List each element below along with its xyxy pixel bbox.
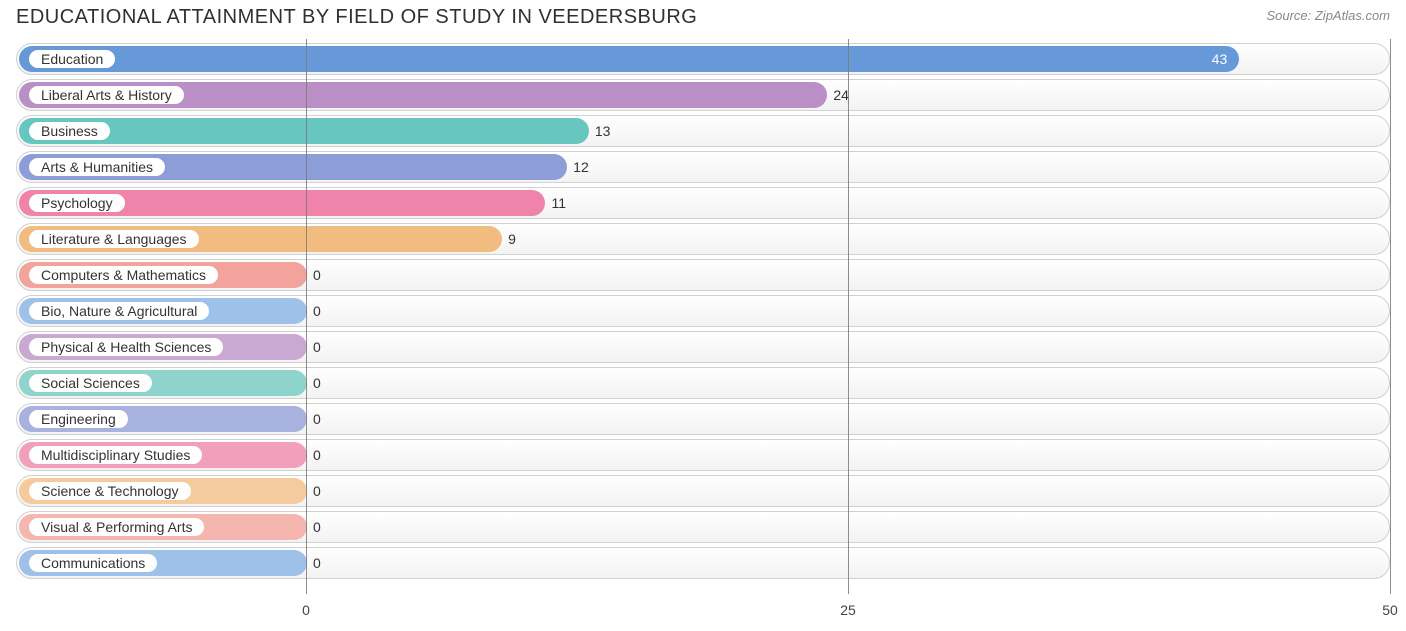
bar-track: Arts & Humanities 12 <box>16 151 1390 183</box>
bar-track: Social Sciences 0 <box>16 367 1390 399</box>
x-tick-label: 0 <box>302 602 310 618</box>
value-label: 0 <box>305 555 321 571</box>
value-label: 24 <box>825 87 849 103</box>
category-label: Engineering <box>27 408 130 430</box>
value-label: 0 <box>305 411 321 427</box>
bar-track: Liberal Arts & History 24 <box>16 79 1390 111</box>
bar-track: Bio, Nature & Agricultural 0 <box>16 295 1390 327</box>
value-label: 0 <box>305 483 321 499</box>
x-tick-label: 25 <box>840 602 856 618</box>
grid-line <box>848 39 849 594</box>
category-label: Visual & Performing Arts <box>27 516 206 538</box>
chart-plot: Education43 Liberal Arts & History 24 Busin… <box>16 39 1390 594</box>
bar-track: Engineering 0 <box>16 403 1390 435</box>
bar-track: Visual & Performing Arts 0 <box>16 511 1390 543</box>
value-label: 0 <box>305 339 321 355</box>
category-label: Business <box>27 120 112 142</box>
category-label: Literature & Languages <box>27 228 201 250</box>
bar-track: Multidisciplinary Studies 0 <box>16 439 1390 471</box>
category-label: Liberal Arts & History <box>27 84 186 106</box>
chart-rows: Education43 Liberal Arts & History 24 Busin… <box>16 39 1390 579</box>
value-label: 0 <box>305 447 321 463</box>
grid-line <box>1390 39 1391 594</box>
chart-title: EDUCATIONAL ATTAINMENT BY FIELD OF STUDY… <box>16 6 697 29</box>
value-label: 0 <box>305 519 321 535</box>
bar-track: Computers & Mathematics 0 <box>16 259 1390 291</box>
category-label: Communications <box>27 552 159 574</box>
grid-line <box>306 39 307 594</box>
value-label: 9 <box>500 231 516 247</box>
category-label: Bio, Nature & Agricultural <box>27 300 211 322</box>
value-label: 43 <box>17 51 1237 67</box>
category-label: Arts & Humanities <box>27 156 167 178</box>
value-label: 11 <box>543 195 566 211</box>
category-label: Computers & Mathematics <box>27 264 220 286</box>
bar-track: Education43 <box>16 43 1390 75</box>
category-label: Physical & Health Sciences <box>27 336 225 358</box>
value-label: 12 <box>565 159 589 175</box>
category-label: Science & Technology <box>27 480 193 502</box>
bar-track: Psychology 11 <box>16 187 1390 219</box>
x-tick-label: 50 <box>1382 602 1398 618</box>
value-label: 0 <box>305 375 321 391</box>
category-label: Multidisciplinary Studies <box>27 444 204 466</box>
category-label: Social Sciences <box>27 372 154 394</box>
value-label: 13 <box>587 123 611 139</box>
bar-track: Business 13 <box>16 115 1390 147</box>
chart-area: Education43 Liberal Arts & History 24 Busin… <box>0 39 1406 628</box>
value-label: 0 <box>305 303 321 319</box>
bar-track: Communications 0 <box>16 547 1390 579</box>
category-label: Psychology <box>27 192 127 214</box>
bar-track: Physical & Health Sciences 0 <box>16 331 1390 363</box>
bar-track: Literature & Languages 9 <box>16 223 1390 255</box>
bar-track: Science & Technology 0 <box>16 475 1390 507</box>
value-label: 0 <box>305 267 321 283</box>
chart-source: Source: ZipAtlas.com <box>1266 6 1390 23</box>
x-axis: 02550 <box>16 600 1390 628</box>
chart-header: EDUCATIONAL ATTAINMENT BY FIELD OF STUDY… <box>0 0 1406 39</box>
